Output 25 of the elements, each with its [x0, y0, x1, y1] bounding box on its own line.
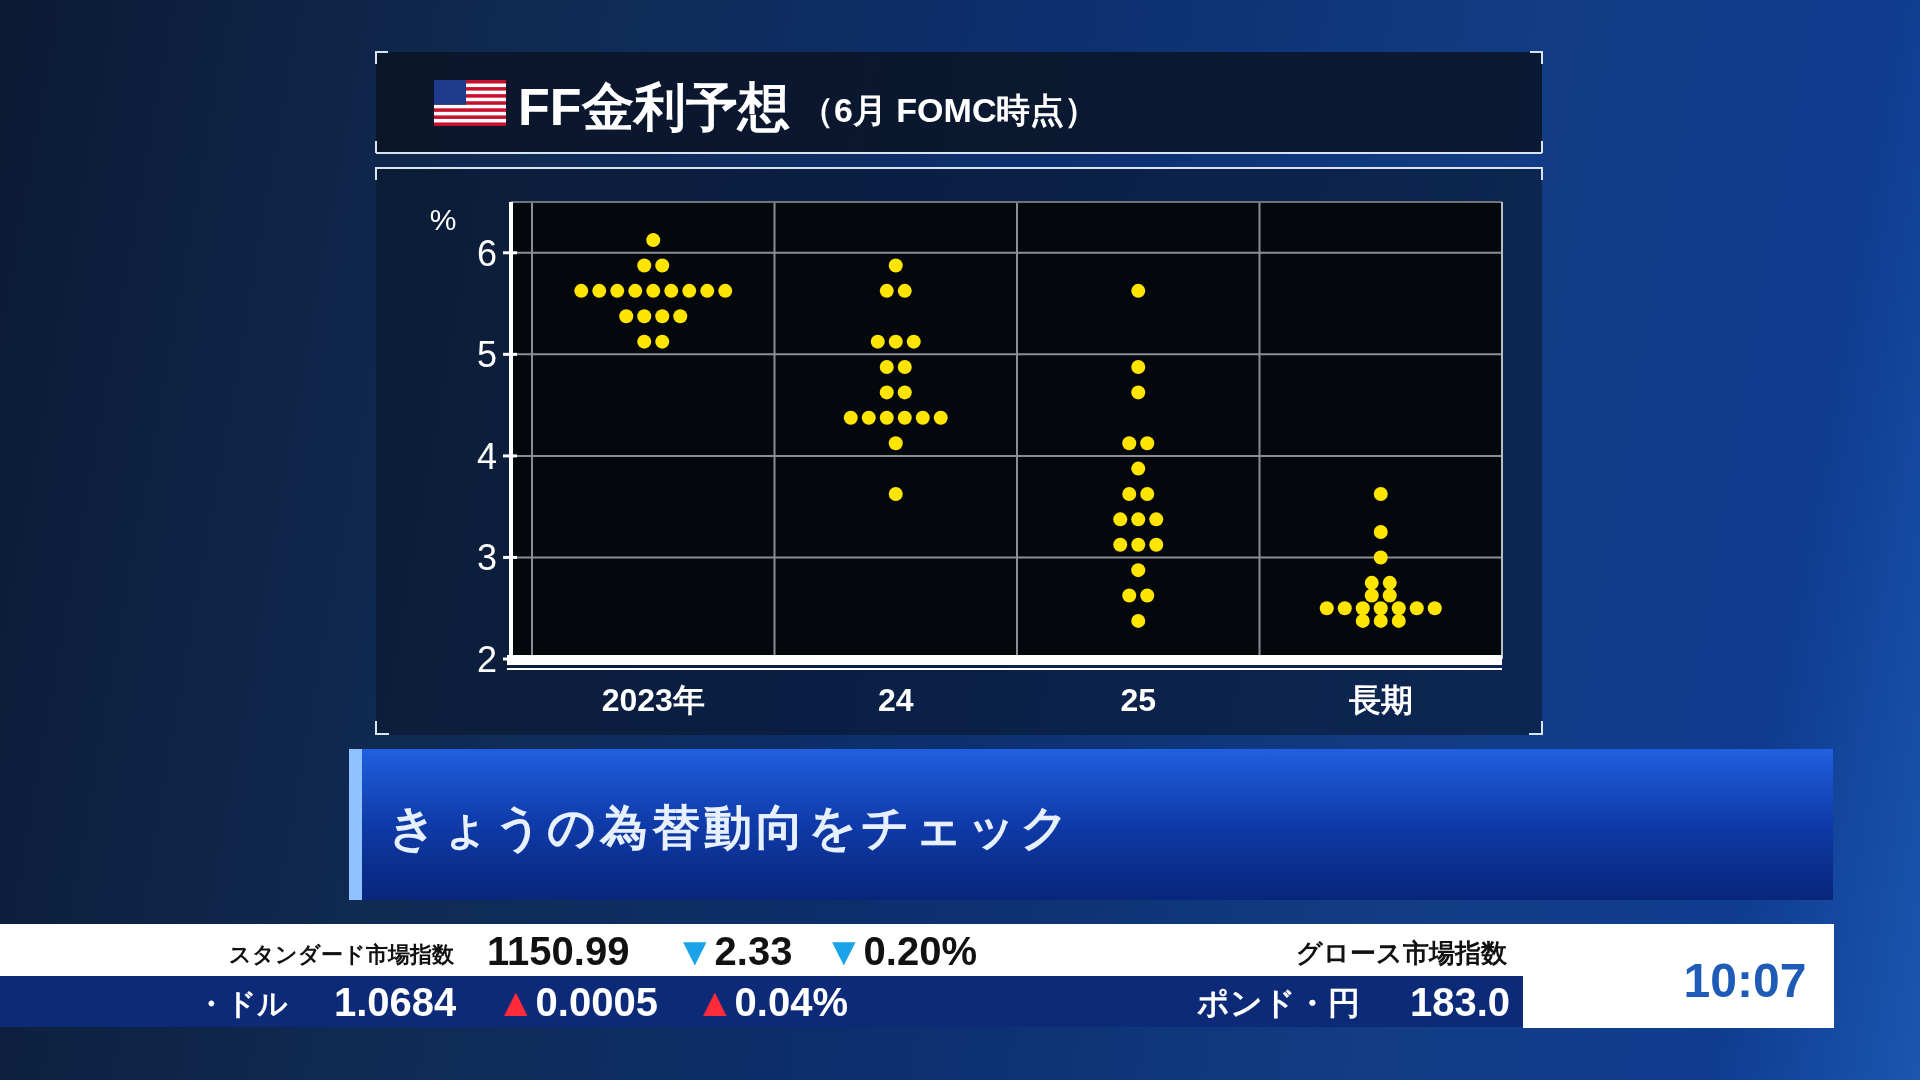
text: 1.0684	[334, 980, 458, 1024]
y-tick-label: 6	[476, 232, 497, 274]
text: ▼0.20%	[824, 929, 978, 973]
x-tick-label: 24	[877, 681, 914, 718]
text: グロース市場指数	[1296, 938, 1508, 968]
y-tick-label: 4	[476, 435, 497, 477]
x-tick-label: 長期	[1347, 681, 1413, 718]
text: ▼2.33	[675, 929, 793, 973]
y-tick-label: 5	[476, 334, 497, 376]
chart-title: FF金利予想	[518, 78, 790, 136]
text: ・ドル	[196, 987, 288, 1020]
text: 183.0	[1410, 980, 1511, 1024]
text: ▲0.0005	[496, 980, 658, 1024]
text: 1150.99	[487, 929, 630, 973]
text: きょうの為替動向をチェック	[388, 801, 1073, 855]
x-tick-label: 25	[1120, 681, 1157, 718]
text: ポンド・円	[1197, 985, 1360, 1021]
text: 10:07	[1683, 954, 1807, 1007]
text: スタンダード市場指数	[229, 942, 455, 967]
y-tick-label: 2	[476, 638, 497, 680]
chart-subtitle: （6月 FOMC時点）	[800, 91, 1099, 129]
x-tick-label: 2023年	[601, 681, 705, 718]
text: ▲0.04%	[695, 980, 849, 1024]
y-axis-title: %	[429, 203, 457, 236]
y-tick-label: 3	[476, 537, 497, 579]
